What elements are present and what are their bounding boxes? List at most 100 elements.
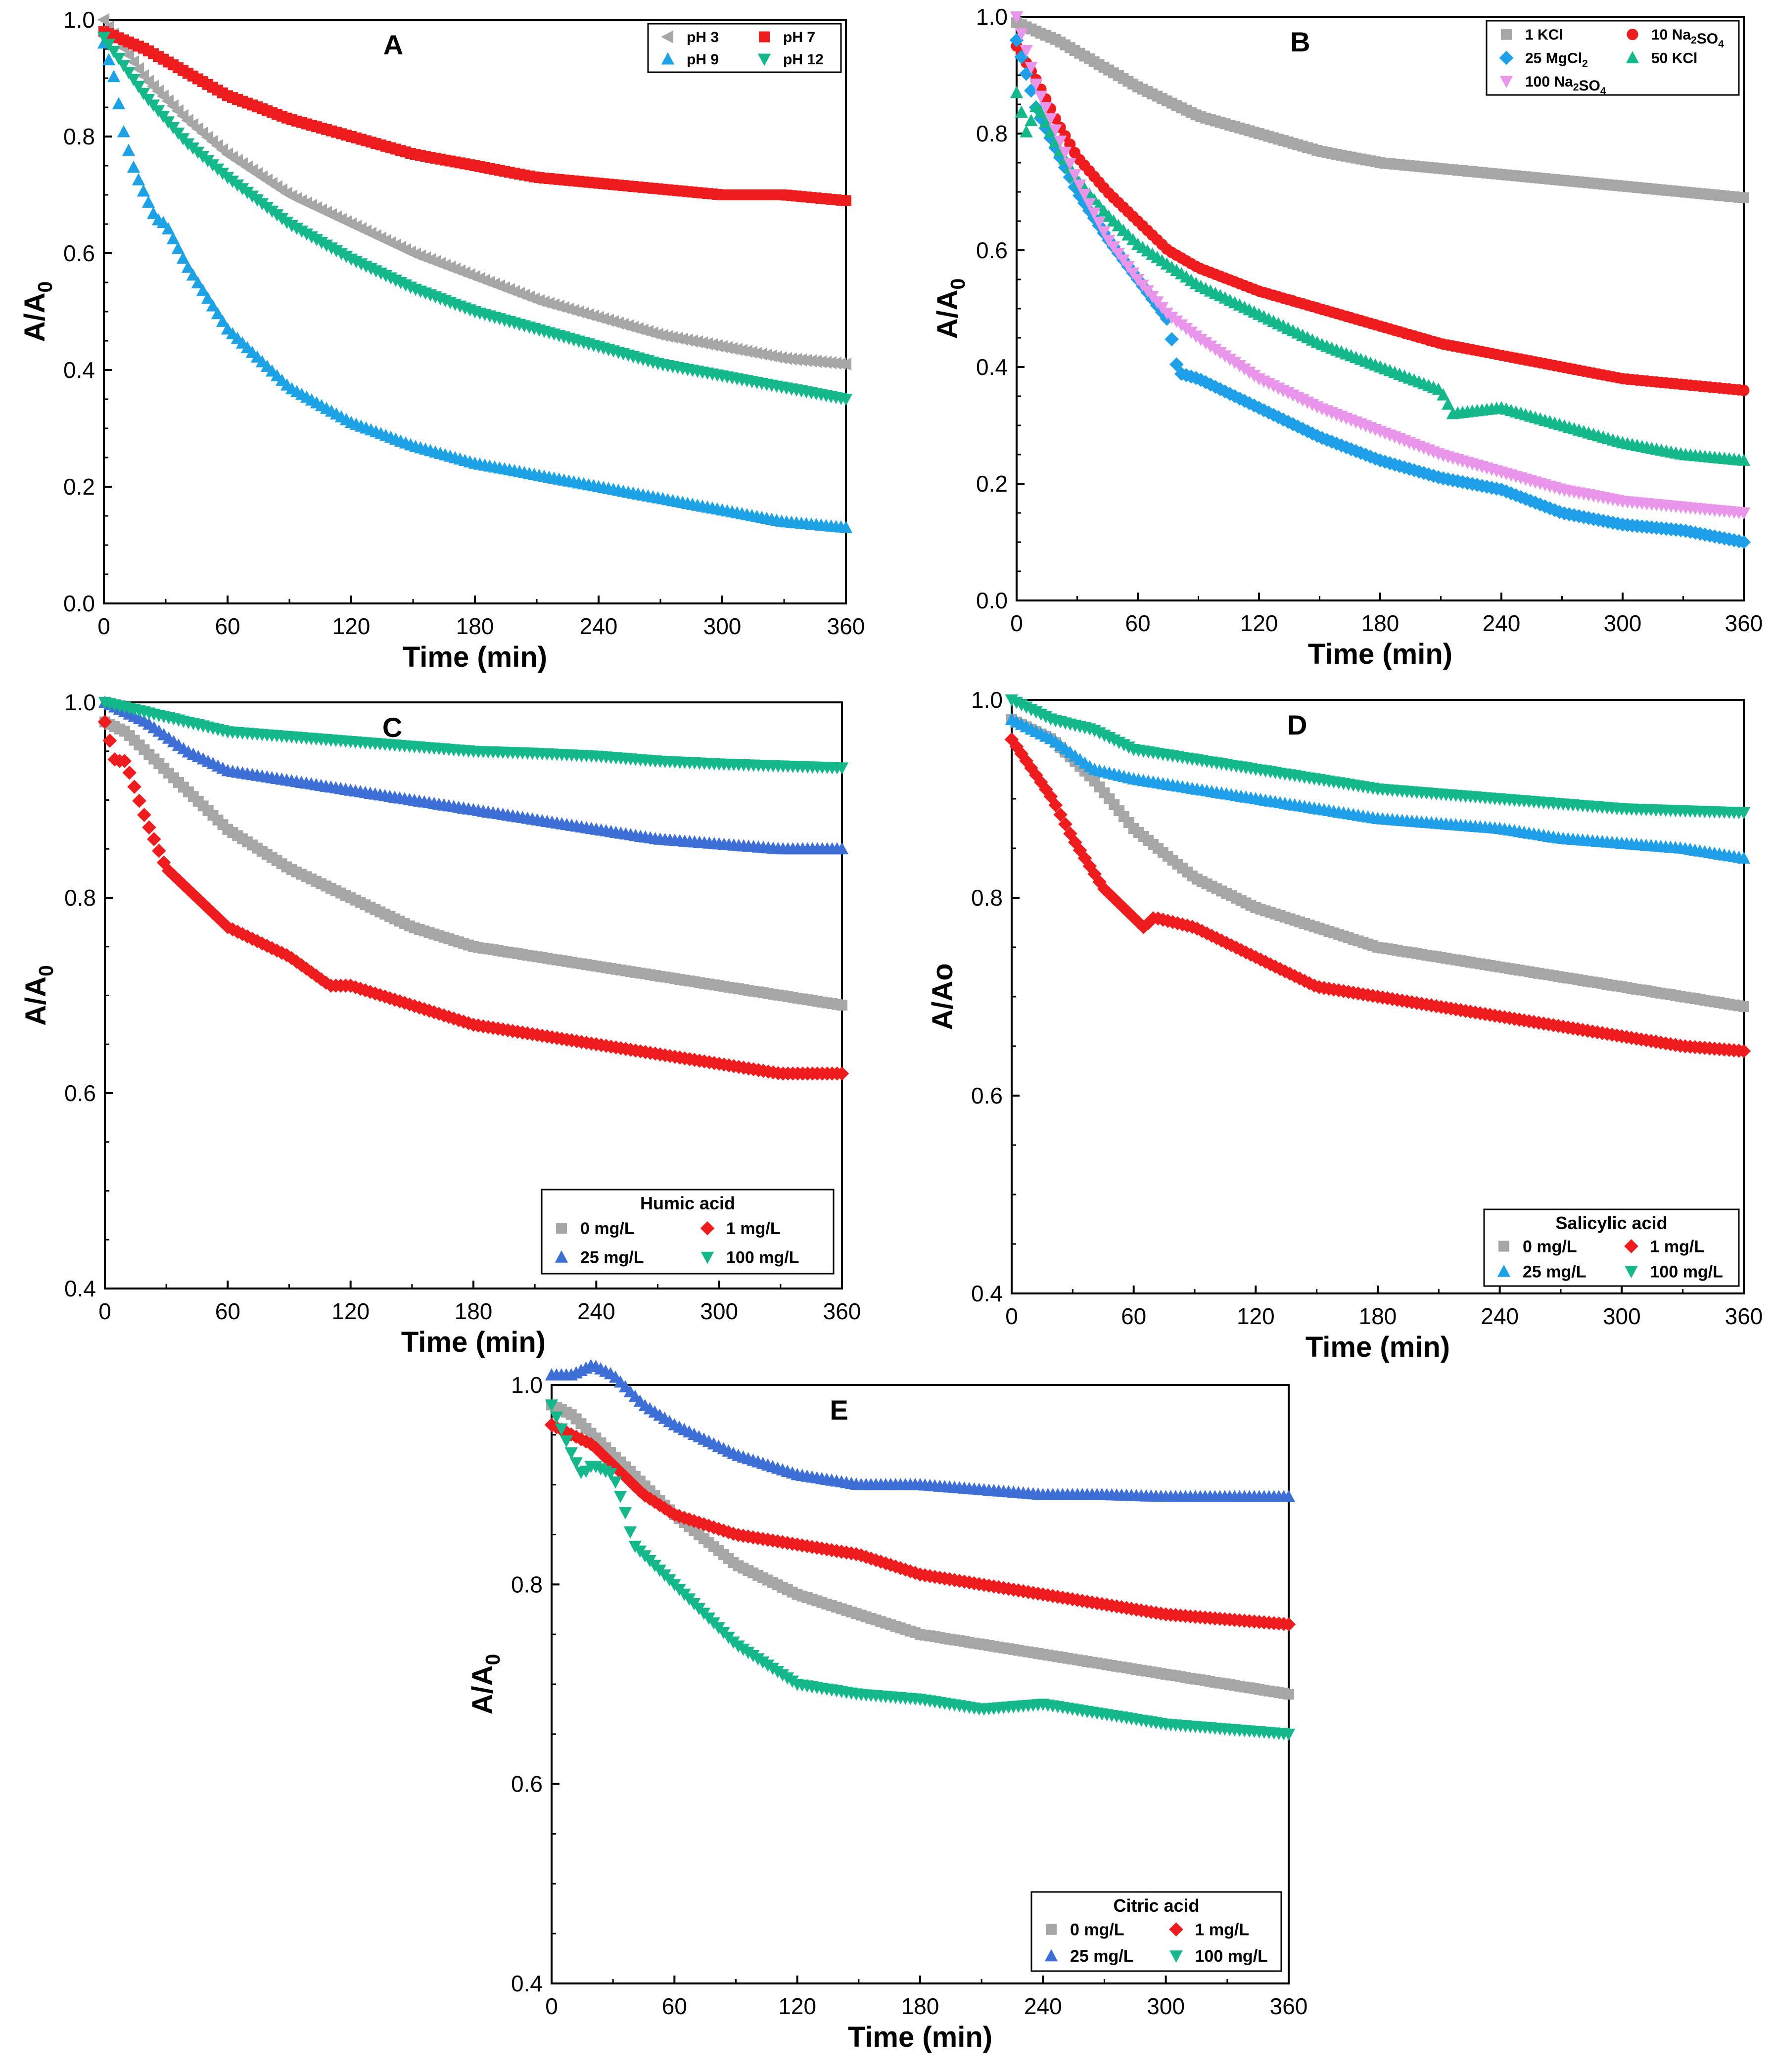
y-tick-label: 0.6 bbox=[976, 237, 1008, 263]
legend-marker bbox=[555, 1250, 568, 1263]
data-point bbox=[604, 1468, 617, 1480]
data-point bbox=[579, 1434, 593, 1449]
data-point bbox=[623, 1526, 637, 1539]
data-point bbox=[141, 195, 155, 208]
y-tick-label: 0.4 bbox=[976, 354, 1008, 380]
data-point bbox=[1253, 952, 1268, 967]
legend-label: 25 MgCl2 bbox=[1525, 50, 1588, 70]
legend-marker bbox=[556, 1223, 567, 1234]
data-point bbox=[1112, 896, 1126, 911]
x-tick-label: 360 bbox=[823, 1298, 861, 1324]
x-tick-label: 0 bbox=[98, 1298, 111, 1324]
y-tick-label: 0.0 bbox=[976, 588, 1008, 613]
legend-marker bbox=[1498, 1241, 1509, 1252]
legend-title: Salicylic acid bbox=[1555, 1213, 1667, 1233]
data-point bbox=[1738, 192, 1749, 203]
data-point bbox=[1034, 91, 1048, 103]
data-point bbox=[102, 53, 116, 66]
data-point bbox=[656, 328, 668, 342]
data-point bbox=[1126, 267, 1140, 280]
y-tick-label: 0.4 bbox=[64, 1276, 96, 1301]
legend-label: 25 mg/L bbox=[1070, 1947, 1134, 1966]
legend-label: 100 Na2SO4 bbox=[1525, 74, 1606, 97]
legend-marker bbox=[700, 1251, 714, 1264]
data-point bbox=[628, 1479, 643, 1494]
x-axis-label: Time (min) bbox=[403, 641, 547, 673]
data-point bbox=[839, 358, 851, 371]
y-tick-label: 0.4 bbox=[971, 1281, 1003, 1306]
data-point bbox=[1073, 188, 1087, 203]
legend-label: 1 mg/L bbox=[726, 1219, 781, 1238]
data-point bbox=[1044, 113, 1057, 126]
data-point bbox=[1437, 388, 1450, 401]
data-point bbox=[206, 299, 220, 312]
data-point bbox=[1092, 217, 1106, 230]
series-25-mg-l bbox=[98, 695, 849, 855]
series-25-mg-l bbox=[1005, 713, 1751, 864]
legend-label: 50 KCl bbox=[1651, 50, 1697, 67]
data-point bbox=[216, 315, 230, 327]
series-100-mg-l bbox=[545, 1399, 1296, 1741]
data-point bbox=[1257, 403, 1271, 417]
data-point bbox=[560, 1435, 573, 1448]
data-point bbox=[1117, 254, 1130, 267]
data-point bbox=[1097, 882, 1112, 896]
legend-label: 0 mg/L bbox=[1523, 1237, 1577, 1256]
data-point bbox=[107, 46, 121, 58]
data-point bbox=[1737, 807, 1751, 820]
legend-label: 100 mg/L bbox=[1650, 1262, 1723, 1281]
y-tick-label: 0.8 bbox=[971, 885, 1003, 911]
legend-marker bbox=[1626, 51, 1639, 63]
data-point bbox=[1737, 507, 1751, 520]
data-point bbox=[127, 160, 140, 173]
data-point bbox=[1195, 923, 1210, 938]
data-point bbox=[681, 333, 693, 347]
x-tick-label: 120 bbox=[778, 1993, 816, 2019]
legend-marker bbox=[1044, 1949, 1058, 1962]
data-point bbox=[1266, 408, 1281, 422]
data-point bbox=[117, 754, 132, 768]
legend-label: pH 12 bbox=[783, 51, 824, 68]
x-axis-label: Time (min) bbox=[401, 1326, 546, 1358]
x-tick-label: 180 bbox=[455, 1298, 493, 1324]
data-point bbox=[1165, 332, 1179, 347]
data-point bbox=[1015, 105, 1028, 118]
data-point bbox=[280, 948, 294, 963]
data-point bbox=[112, 97, 126, 109]
data-point bbox=[161, 222, 175, 234]
x-tick-label: 60 bbox=[215, 613, 240, 639]
data-point bbox=[102, 39, 116, 51]
data-point bbox=[633, 1484, 648, 1498]
data-point bbox=[1039, 115, 1052, 128]
data-point bbox=[1442, 397, 1455, 410]
data-point bbox=[735, 344, 747, 357]
data-point bbox=[613, 1465, 628, 1479]
data-point bbox=[1107, 241, 1120, 254]
data-point bbox=[696, 336, 708, 350]
data-point bbox=[564, 1447, 578, 1460]
data-point bbox=[730, 343, 743, 356]
series-25-mgcl2 bbox=[1009, 33, 1751, 550]
legend-label: 25 mg/L bbox=[580, 1248, 644, 1267]
legend-marker bbox=[661, 30, 673, 44]
x-tick-label: 120 bbox=[1240, 610, 1278, 636]
data-point bbox=[760, 348, 772, 362]
data-point bbox=[1039, 102, 1052, 114]
data-point bbox=[137, 69, 149, 83]
data-point bbox=[1286, 417, 1300, 431]
legend-marker bbox=[1497, 1264, 1511, 1277]
y-tick-label: 0.2 bbox=[63, 474, 95, 500]
data-point bbox=[550, 1411, 563, 1424]
data-point bbox=[314, 972, 328, 987]
data-point bbox=[245, 931, 260, 946]
panel-title: E bbox=[830, 1394, 848, 1426]
data-point bbox=[686, 334, 698, 348]
y-tick-label: 1.0 bbox=[976, 4, 1008, 30]
data-point bbox=[839, 520, 853, 533]
data-point bbox=[555, 1423, 568, 1436]
series-1-mg-l bbox=[544, 1418, 1296, 1632]
x-tick-label: 240 bbox=[580, 613, 618, 639]
data-point bbox=[102, 734, 117, 748]
data-point bbox=[835, 842, 849, 855]
x-tick-label: 300 bbox=[703, 613, 742, 639]
